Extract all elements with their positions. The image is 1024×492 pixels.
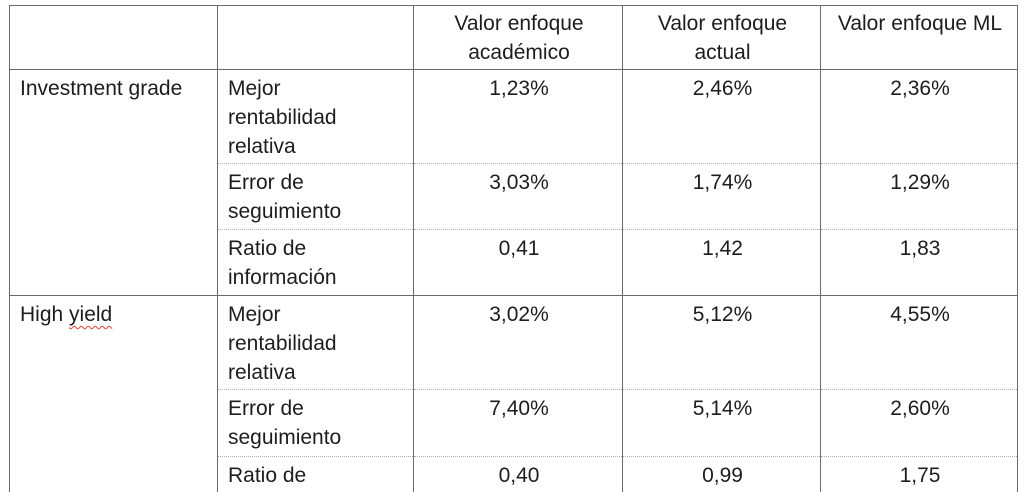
header-row: Valor enfoque académico Valor enfoque ac…	[9, 5, 1018, 70]
group-label-text: High	[20, 303, 70, 326]
table-row-hy-error: Error de seguimiento 7,40% 5,14% 2,60%	[10, 389, 1018, 457]
header-valor-enfoque-academico: Valor enfoque académico	[413, 5, 623, 70]
value-cell: 1,42	[622, 229, 821, 296]
metric-label: Mejor rentabilidad relativa	[217, 295, 414, 390]
metric-label: Ratio de información	[217, 456, 414, 492]
value-cell: 5,14%	[622, 389, 821, 457]
value-cell: 2,60%	[820, 389, 1018, 457]
value-cell: 4,55%	[820, 295, 1018, 390]
header-empty-metric	[217, 5, 414, 70]
metric-label: Error de seguimiento	[217, 389, 414, 457]
value-cell: 1,75	[820, 456, 1018, 492]
value-cell: 2,46%	[622, 69, 821, 164]
table-row-ig-rentabilidad: Investment grade Mejor rentabilidad rela…	[9, 69, 1018, 296]
value-cell: 0,40	[413, 456, 623, 492]
metrics-table: Valor enfoque académico Valor enfoque ac…	[9, 5, 1018, 492]
value-cell: 2,36%	[820, 69, 1018, 164]
header-valor-enfoque-actual: Valor enfoque actual	[622, 5, 821, 70]
value-cell: 1,74%	[622, 163, 821, 230]
table-row-hy-rentabilidad: High yield Mejor rentabilidad relativa 3…	[9, 295, 1018, 492]
group-label-investment-grade: Investment grade	[9, 69, 218, 296]
table-row-ig-error: Error de seguimiento 3,03% 1,74% 1,29%	[10, 163, 1018, 230]
value-cell: 1,23%	[413, 69, 623, 164]
header-valor-enfoque-ml: Valor enfoque ML	[820, 5, 1018, 70]
metric-label: Mejor rentabilidad relativa	[217, 69, 414, 164]
table-row-ig-ratio: Ratio de información 0,41 1,42 1,83	[10, 229, 1018, 296]
value-cell: 7,40%	[413, 389, 623, 457]
table-row-hy-ratio: Ratio de información 0,40 0,99 1,75	[10, 456, 1018, 492]
metric-label: Ratio de información	[217, 229, 414, 296]
spellcheck-underlined-word: yield	[69, 303, 113, 326]
value-cell: 0,41	[413, 229, 623, 296]
value-cell: 0,99	[622, 456, 821, 492]
group-label-high-yield: High yield	[9, 295, 218, 492]
value-cell: 5,12%	[622, 295, 821, 390]
header-empty-group	[9, 5, 218, 70]
value-cell: 3,02%	[413, 295, 623, 390]
metric-label: Error de seguimiento	[217, 163, 414, 230]
value-cell: 3,03%	[413, 163, 623, 230]
value-cell: 1,29%	[820, 163, 1018, 230]
value-cell: 1,83	[820, 229, 1018, 296]
